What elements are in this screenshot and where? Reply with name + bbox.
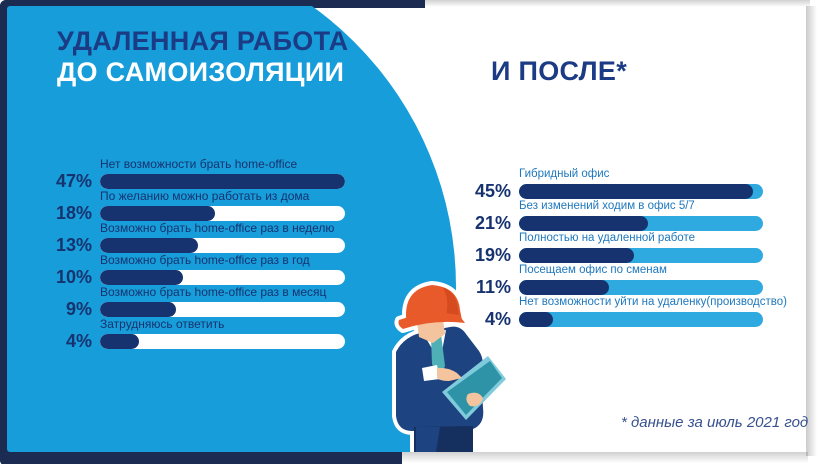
bar-row: 4% Нет возможности уйти на удаленку(произ…	[456, 295, 787, 329]
bar-value-label: 11%	[475, 277, 511, 297]
bar-track	[519, 184, 763, 199]
bar-value-label: 18%	[55, 203, 92, 223]
title-before-isolation: УДАЛЕННАЯ РАБОТА ДО САМОИЗОЛЯЦИИ	[57, 26, 348, 88]
bar-track	[100, 206, 345, 221]
bar-category-label: Возможно брать home-office раз в неделю	[100, 221, 335, 235]
footnote: * данные за июль 2021 год	[621, 414, 809, 431]
bar-track	[519, 248, 763, 263]
drop-shadow-top	[420, 0, 810, 7]
bar-fill	[519, 184, 754, 199]
bar-row: 21% Без изменений ходим в офис 5/7	[456, 199, 763, 233]
bar-track	[519, 280, 763, 295]
bar-row: 18% По желанию можно работать из дома	[37, 189, 345, 223]
bar-fill	[100, 302, 176, 317]
bar-value-label: 13%	[55, 235, 92, 255]
bar-track	[100, 270, 345, 285]
bar-row: 9% Возможно брать home-office раз в месяц	[37, 285, 345, 319]
bar-track	[100, 174, 345, 189]
bar-fill	[519, 312, 554, 327]
bar-fill	[100, 174, 345, 189]
bar-category-label: Возможно брать home-office раз в месяц	[100, 285, 327, 299]
bar-value-label: 47%	[55, 171, 92, 191]
bar-category-label: Посещаем офис по сменам	[519, 264, 667, 276]
bar-fill	[519, 280, 610, 295]
bar-category-label: Полностью на удаленной работе	[519, 232, 695, 244]
bar-track	[519, 312, 763, 327]
bar-fill	[100, 206, 216, 221]
frame-border-left	[0, 0, 8, 462]
blue-circle-backdrop	[7, 6, 456, 452]
bar-track	[100, 238, 345, 253]
bar-fill	[519, 248, 634, 263]
drop-shadow-right	[806, 6, 817, 456]
bar-fill	[519, 216, 649, 231]
bar-value-label: 9%	[65, 299, 92, 319]
frame-border-bottom	[0, 450, 402, 464]
bar-row: 19% Полностью на удаленной работе	[456, 231, 763, 265]
bar-category-label: Возможно брать home-office раз в год	[100, 253, 310, 267]
bar-row: 4% Затрудняюсь ответить	[37, 317, 345, 351]
engineer-illustration	[386, 280, 516, 452]
bar-row: 11% Посещаем офис по сменам	[456, 263, 763, 297]
bar-fill	[100, 238, 198, 253]
bar-row: 13% Возможно брать home-office раз в неде…	[37, 221, 345, 255]
bar-row: 47% Нет возможности брать home-office	[37, 157, 345, 191]
bar-value-label: 4%	[484, 309, 511, 329]
title-line-1: УДАЛЕННАЯ РАБОТА	[57, 26, 349, 56]
chart-after-isolation: 45% Гибридный офис 21% Без изменений ходим …	[456, 167, 787, 329]
bar-value-label: 10%	[55, 267, 92, 287]
bar-category-label: По желанию можно работать из дома	[100, 189, 310, 203]
bar-track	[519, 216, 763, 231]
chart-before-isolation: 47% Нет возможности брать home-office 18% П…	[37, 157, 345, 351]
title-line-2: ДО САМОИЗОЛЯЦИИ	[57, 57, 345, 87]
title-after-isolation: И ПОСЛЕ*	[491, 56, 628, 86]
bar-value-label: 4%	[65, 331, 92, 351]
bar-track	[100, 334, 345, 349]
bar-category-label: Гибридный офис	[519, 168, 610, 180]
bar-value-label: 19%	[474, 245, 511, 265]
bar-category-label: Нет возможности брать home-office	[100, 157, 298, 171]
figure	[396, 285, 506, 452]
drop-shadow-bottom	[12, 452, 808, 463]
bar-category-label: Нет возможности уйти на удаленку(произво…	[519, 296, 787, 308]
bar-fill	[100, 334, 140, 349]
bar-row: 45% Гибридный офис	[456, 167, 763, 201]
bar-category-label: Затрудняюсь ответить	[100, 317, 225, 331]
bar-track	[100, 302, 345, 317]
bar-value-label: 21%	[474, 213, 511, 233]
bar-row: 10% Возможно брать home-office раз в год	[37, 253, 345, 287]
bar-value-label: 45%	[474, 181, 511, 201]
frame-border-top	[0, 0, 425, 8]
bar-category-label: Без изменений ходим в офис 5/7	[519, 200, 695, 212]
bar-fill	[100, 270, 184, 285]
